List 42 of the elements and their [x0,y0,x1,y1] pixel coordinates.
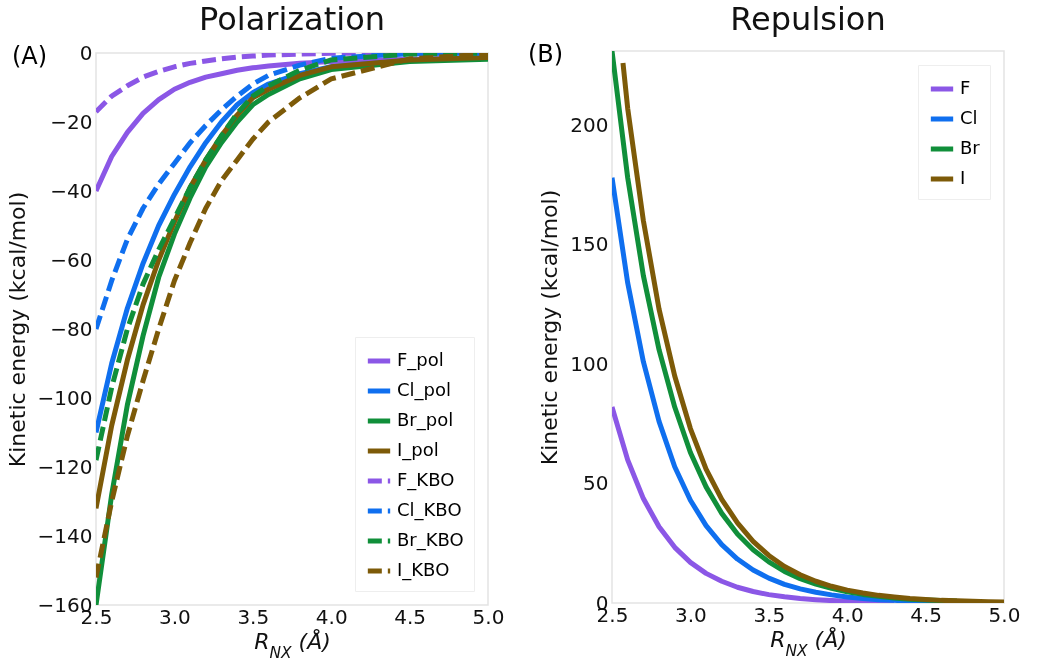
y-tick-label: −60 [50,247,93,272]
x-tick-label: 4.0 [315,604,348,629]
y-tick-label: 0 [79,40,93,65]
y-tick-label: 100 [570,351,609,376]
y-tick-label: −20 [50,109,93,134]
legend-label: Br_pol [397,409,454,431]
x-tick-label: 4.5 [910,602,943,627]
x-tick-label: 5.0 [472,604,505,629]
y-tick-label: 200 [570,112,609,137]
legend-label: Br_KBO [397,529,464,551]
legend-label: I [960,167,966,188]
chart-title: Polarization [199,0,385,38]
legend-label: Cl_KBO [397,499,462,521]
y-axis-title: Kinetic energy (kcal/mol) [4,191,30,468]
legend-label: Br [960,137,981,158]
y-tick-label: −140 [37,523,93,548]
x-tick-label: 4.5 [394,604,427,629]
x-tick-label: 3.0 [158,604,191,629]
legend-label: F [960,77,971,98]
y-tick-label: 50 [583,471,609,496]
y-tick-label: −120 [37,454,93,479]
legend-label: Cl_pol [397,379,452,401]
text: (A) [12,42,48,70]
x-tick-label: 3.5 [237,604,270,629]
chart-title: Repulsion [730,0,886,38]
y-tick-label: −80 [50,316,93,341]
x-axis-title: R$_{NX}$ (Å) [254,627,331,662]
x-tick-label: 3.0 [674,602,707,627]
y-tick-label: −100 [37,385,93,410]
x-tick-label: 4.0 [831,602,864,627]
x-axis-title: R$_{NX}$ (Å) [770,625,847,660]
y-axis-title: Kinetic energy (kcal/mol) [537,189,563,466]
text: (B) [528,40,564,68]
y-tick-label: −40 [50,178,93,203]
x-tick-label: 5.0 [988,602,1021,627]
x-tick-label: 3.5 [753,602,786,627]
legend-label: Cl [960,107,978,128]
legend-label: F_pol [397,349,444,371]
legend-label: F_KBO [397,469,455,491]
legend-label: I_KBO [397,559,450,581]
legend-label: I_pol [397,439,439,461]
y-tick-label: 150 [570,232,609,257]
